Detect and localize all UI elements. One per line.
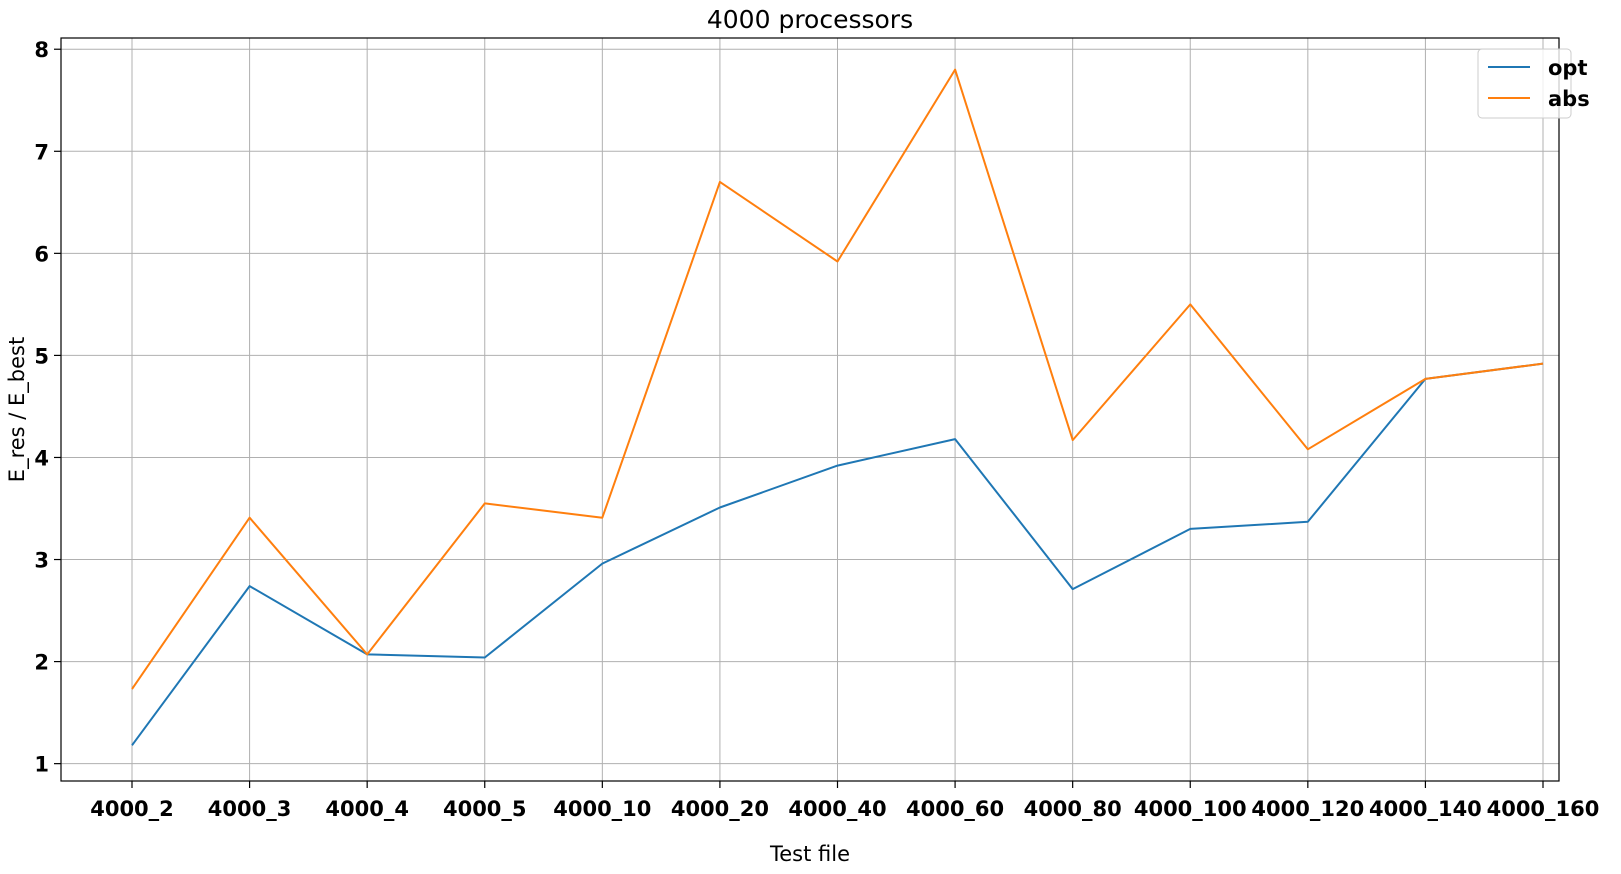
legend: opt abs	[1477, 48, 1590, 119]
y-tick-label: 7	[34, 140, 49, 164]
x-tick-label: 4000_100	[1134, 797, 1247, 821]
x-axis-title: Test file	[769, 842, 850, 866]
y-tick-label: 5	[34, 344, 49, 368]
x-tick-label: 4000_60	[906, 797, 1004, 821]
x-gridlines	[131, 38, 1544, 781]
chart-title: 4000 processors	[707, 5, 913, 34]
x-tick-label: 4000_160	[1487, 797, 1600, 821]
x-axis-ticks: 4000_2 4000_3 4000_4 4000_5 4000_10 4000_20 40…	[90, 781, 1599, 821]
x-tick-label: 4000_40	[788, 797, 886, 821]
x-tick-label: 4000_20	[671, 797, 769, 821]
x-tick-label: 4000_4	[325, 797, 409, 821]
x-tick-label: 4000_140	[1369, 797, 1482, 821]
x-tick-label: 4000_2	[90, 797, 174, 821]
series-line-abs	[131, 68, 1544, 690]
x-tick-label: 4000_3	[208, 797, 292, 821]
y-tick-label: 6	[34, 242, 49, 266]
y-tick-label: 1	[34, 753, 49, 777]
y-gridlines	[61, 48, 1559, 765]
y-tick-label: 3	[34, 549, 49, 573]
x-tick-label: 4000_120	[1251, 797, 1364, 821]
x-tick-label: 4000_10	[553, 797, 651, 821]
y-axis-title: E_res / E_best	[5, 337, 30, 482]
y-tick-label: 2	[34, 651, 49, 675]
plot-frame	[60, 37, 1560, 782]
y-axis-ticks: 1 2 3 4 5 6 7 8	[34, 38, 61, 777]
x-tick-label: 4000_80	[1024, 797, 1122, 821]
y-tick-label: 8	[34, 38, 49, 62]
series-lines	[131, 68, 1544, 746]
legend-label-abs: abs	[1548, 87, 1590, 111]
y-tick-label: 4	[34, 446, 49, 470]
legend-label-opt: opt	[1548, 56, 1588, 80]
x-tick-label: 4000_5	[443, 797, 527, 821]
